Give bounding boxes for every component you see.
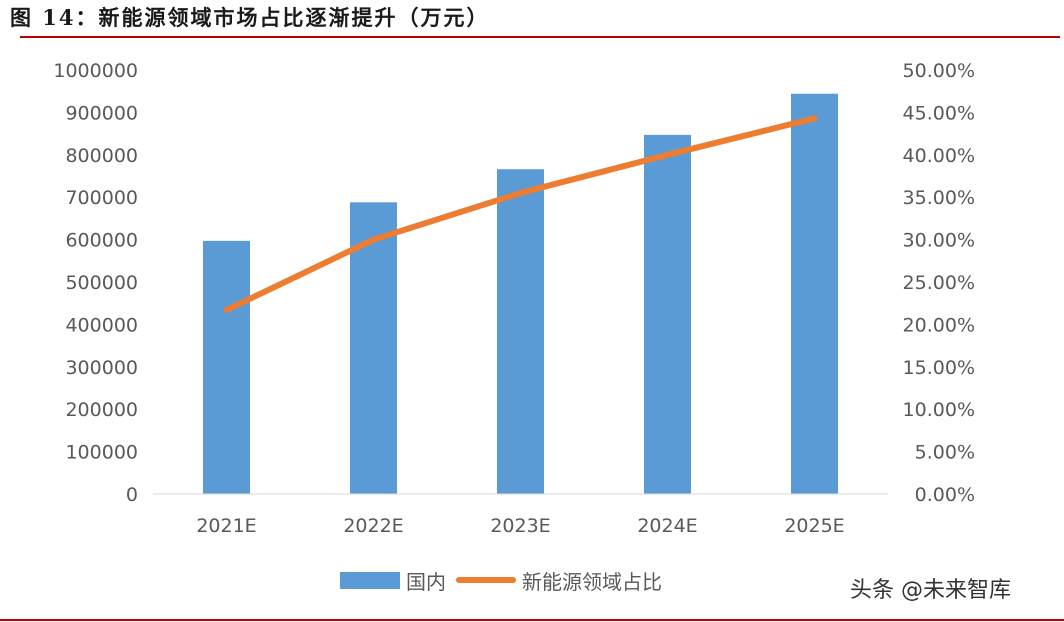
bar (791, 93, 838, 494)
x-tick-label: 2023E (490, 515, 550, 537)
bar (644, 134, 691, 494)
right-tick-label: 5.00% (915, 442, 975, 464)
x-tick-label: 2025E (784, 515, 844, 537)
legend-swatch-line (456, 577, 516, 583)
left-tick-label: 100000 (65, 442, 138, 464)
left-tick-label: 900000 (65, 102, 138, 124)
right-tick-label: 15.00% (903, 357, 975, 379)
legend-item-share: 新能源领域占比 (456, 566, 662, 595)
right-tick-label: 10.00% (903, 399, 975, 421)
bottom-rule (0, 619, 1064, 621)
right-tick-label: 25.00% (903, 272, 975, 294)
right-tick-label: 35.00% (903, 187, 975, 209)
chart-legend: 国内 新能源领域占比 (340, 563, 672, 597)
bar (203, 240, 250, 494)
legend-item-domestic: 国内 (340, 566, 446, 595)
left-tick-label: 200000 (65, 399, 138, 421)
bar-series-domestic (203, 93, 838, 494)
legend-swatch-bar (340, 571, 400, 589)
x-tick-label: 2024E (637, 515, 697, 537)
x-tick-label: 2021E (196, 515, 256, 537)
right-tick-label: 30.00% (903, 230, 975, 252)
left-tick-label: 1000000 (53, 60, 138, 82)
left-tick-label: 0 (126, 484, 138, 506)
left-tick-label: 300000 (65, 357, 138, 379)
x-tick-label: 2022E (343, 515, 403, 537)
left-axis-ticks: 0 100000 200000 300000 400000 500000 600000 700… (53, 60, 138, 506)
bar (497, 169, 544, 494)
right-tick-label: 20.00% (903, 314, 975, 336)
left-tick-label: 600000 (65, 230, 138, 252)
right-axis-ticks: 0.00% 5.00% 10.00% 15.00% 20.00% 25.00% 30.00%… (903, 60, 975, 506)
left-tick-label: 800000 (65, 145, 138, 167)
x-axis-ticks: 2021E 2022E 2023E 2024E 2025E (196, 515, 844, 537)
line-series-share (223, 115, 818, 313)
bar (350, 202, 397, 494)
left-tick-label: 400000 (65, 314, 138, 336)
left-tick-label: 500000 (65, 272, 138, 294)
top-rule (20, 36, 1060, 38)
legend-label-domestic: 国内 (406, 569, 446, 594)
legend-label-share: 新能源领域占比 (522, 569, 662, 594)
right-tick-label: 45.00% (903, 102, 975, 124)
right-tick-label: 50.00% (903, 60, 975, 82)
figure-title: 图 14：新能源领域市场占比逐渐提升（万元） (10, 5, 490, 30)
right-tick-label: 0.00% (915, 484, 975, 506)
right-tick-label: 40.00% (903, 145, 975, 167)
left-tick-label: 700000 (65, 187, 138, 209)
watermark-text: 头条 @未来智库 (850, 578, 1011, 603)
